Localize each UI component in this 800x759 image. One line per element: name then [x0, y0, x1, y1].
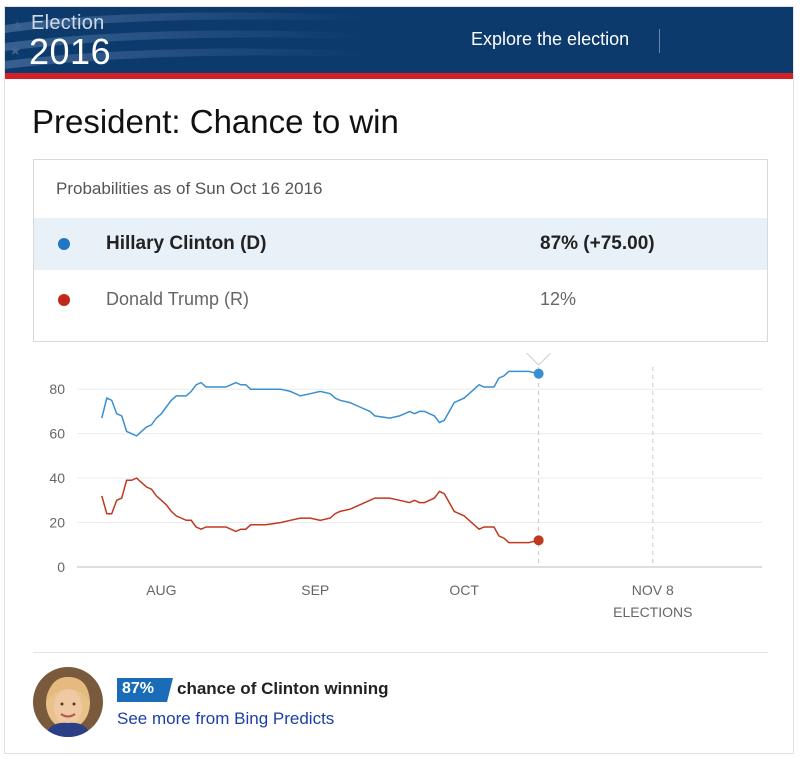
svg-text:★: ★: [9, 42, 22, 58]
current-date-pointer: [526, 352, 551, 366]
series-end-point-1: [533, 535, 544, 546]
divider: [33, 652, 768, 653]
candidate-dot-icon: [58, 294, 70, 306]
logo-election-text: Election: [31, 12, 105, 34]
series-line-0: [101, 370, 539, 437]
chance-text: chance of Clinton winning: [177, 679, 389, 698]
election-card: ★ ★ Election 2016 Explore the election P…: [4, 6, 794, 754]
badge-percentage: 87%: [122, 680, 155, 697]
x-tick-label: NOV 8: [632, 582, 674, 598]
flag-stripes-decoration: ★ ★: [5, 12, 365, 69]
x-tick-label: SEP: [301, 582, 329, 598]
y-tick-label: 0: [57, 559, 65, 575]
candidate-row-trump: Donald Trump (R) 12%: [34, 274, 767, 326]
candidate-dot-icon: [58, 238, 70, 250]
header-red-rule: [5, 73, 793, 79]
probability-line-chart: 0 20 40 60 80 AUG SEP OCT NOV 8 ELECTIONS: [49, 352, 762, 620]
x-tick-label: OCT: [449, 582, 479, 598]
candidate-row-clinton: Hillary Clinton (D) 87% (+75.00): [34, 218, 767, 270]
candidate-avatar: [33, 667, 103, 737]
probabilities-as-of: Probabilities as of Sun Oct 16 2016: [56, 179, 323, 198]
candidate-probability: 12%: [540, 289, 577, 309]
series-end-point-0: [533, 368, 544, 379]
svg-text:★: ★: [11, 18, 24, 34]
header-banner: ★ ★ Election 2016 Explore the election: [5, 7, 793, 73]
page-title: President: Chance to win: [32, 103, 399, 140]
y-tick-label: 80: [49, 381, 65, 397]
logo-year-text: 2016: [29, 31, 112, 72]
explore-election-link[interactable]: Explore the election: [471, 29, 630, 49]
series-line-1: [101, 477, 539, 544]
y-tick-label: 60: [49, 426, 65, 442]
y-tick-label: 40: [49, 470, 65, 486]
x-tick-label: ELECTIONS: [613, 604, 692, 620]
candidate-probability: 87% (+75.00): [540, 233, 655, 254]
bing-predicts-link[interactable]: See more from Bing Predicts: [117, 709, 335, 728]
candidate-name: Donald Trump (R): [106, 289, 250, 309]
probabilities-table: Probabilities as of Sun Oct 16 2016 Hill…: [33, 159, 768, 342]
y-tick-label: 20: [49, 515, 65, 531]
probability-badge: [117, 678, 173, 702]
x-tick-label: AUG: [146, 582, 176, 598]
header-divider: [659, 29, 660, 53]
candidate-name: Hillary Clinton (D): [106, 233, 267, 254]
